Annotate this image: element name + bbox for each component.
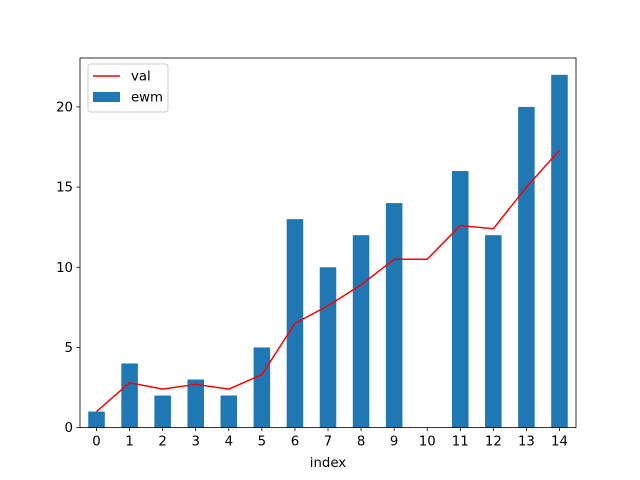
y-tick-label: 10 [56,261,73,276]
x-tick-label: 1 [125,435,133,450]
bar-13 [518,106,535,428]
y-tick-label: 0 [65,421,73,436]
legend-label-ewm: ewm [131,91,163,106]
x-tick-label: 13 [518,435,535,450]
x-tick-label: 3 [191,435,199,450]
y-tick-label: 20 [56,101,73,116]
x-tick-label: 8 [357,435,365,450]
x-tick-label: 2 [158,435,166,450]
line-series-val [96,149,561,413]
x-tick-label: 6 [291,435,299,450]
bar-2 [154,395,171,428]
bar-14 [551,74,568,428]
bar-3 [187,379,204,428]
y-axis: 0 5 10 15 20 [56,101,80,436]
bar-5 [253,347,271,428]
legend: val ewm [87,63,169,113]
bar-4 [220,395,238,428]
y-tick-label: 15 [56,181,73,196]
x-tick-label: 0 [92,435,100,450]
legend-label-val: val [131,70,151,85]
bar-series [88,74,568,428]
x-tick-label: 14 [551,435,568,450]
bar-8 [352,235,370,428]
bar-9 [385,203,403,428]
x-tick-label: 11 [452,435,469,450]
x-tick-label: 5 [258,435,266,450]
y-tick-label: 5 [65,341,73,356]
bar-0 [88,411,105,428]
x-tick-label: 9 [390,435,398,450]
bar-11 [452,171,469,428]
x-axis-label: index [310,456,347,471]
bar-12 [485,235,502,428]
x-axis: 0 1 2 3 4 5 6 7 8 9 10 11 12 13 14 [92,427,568,450]
x-tick-label: 10 [419,435,436,450]
x-tick-label: 4 [225,435,233,450]
bar-1 [121,363,138,428]
x-tick-label: 12 [485,435,502,450]
bar-7 [319,267,337,428]
legend-swatch-ewm [93,92,120,102]
x-tick-label: 7 [324,435,332,450]
